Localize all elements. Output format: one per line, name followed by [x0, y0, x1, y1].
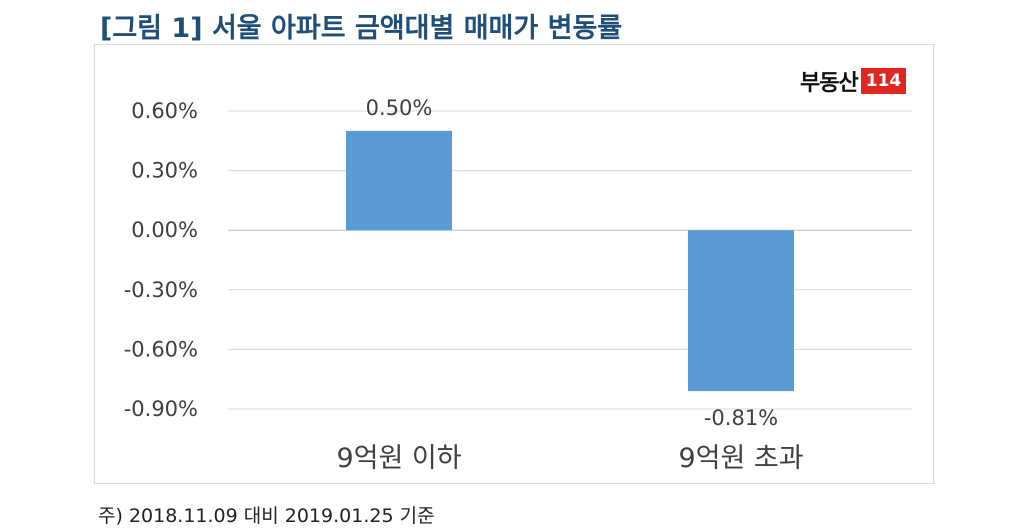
y-tick-label: -0.60%	[124, 337, 198, 361]
y-tick-label: 0.60%	[131, 99, 198, 123]
y-axis-ticks: 0.60% 0.30% 0.00% -0.30% -0.60% -0.90%	[124, 99, 198, 421]
bar	[346, 130, 452, 231]
footnote: 주) 2018.11.09 대비 2019.01.25 기준	[98, 505, 435, 527]
x-axis-categories: 9억원 이하 9억원 초과	[336, 443, 803, 474]
y-tick-label: 0.30%	[131, 159, 198, 183]
category-label: 9억원 초과	[678, 443, 803, 474]
bar	[688, 230, 794, 392]
figure-title: [그림 1] 서울 아파트 금액대별 매매가 변동률	[100, 13, 623, 44]
data-label: -0.81%	[704, 406, 778, 430]
data-label: 0.50%	[366, 96, 433, 120]
logo-text: 부동산	[800, 71, 859, 96]
logo-number-badge: 114	[860, 68, 907, 94]
brand-logo: 부동산 114	[800, 64, 907, 98]
y-tick-label: 0.00%	[131, 218, 198, 242]
bars	[346, 130, 794, 392]
category-label: 9억원 이하	[336, 443, 461, 474]
data-labels: 0.50% -0.81%	[366, 96, 779, 430]
gridlines	[228, 110, 912, 410]
y-tick-label: -0.90%	[124, 397, 198, 421]
y-tick-label: -0.30%	[124, 278, 198, 302]
